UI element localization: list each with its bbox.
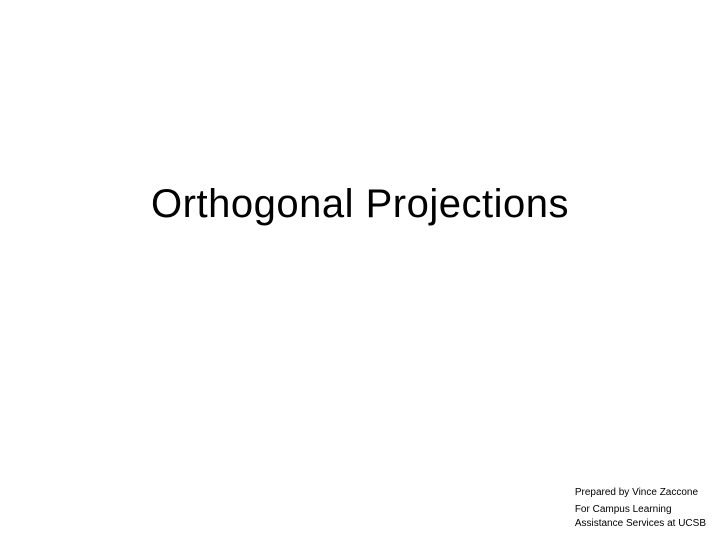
footer-org-line2: Assistance Services at UCSB [575,517,706,531]
footer-author: Prepared by Vince Zaccone [575,486,706,500]
slide-footer: Prepared by Vince Zaccone For Campus Lea… [575,486,706,531]
footer-org-line1: For Campus Learning [575,503,706,517]
slide-container: Orthogonal Projections Prepared by Vince… [0,0,720,540]
slide-title: Orthogonal Projections [0,182,720,227]
